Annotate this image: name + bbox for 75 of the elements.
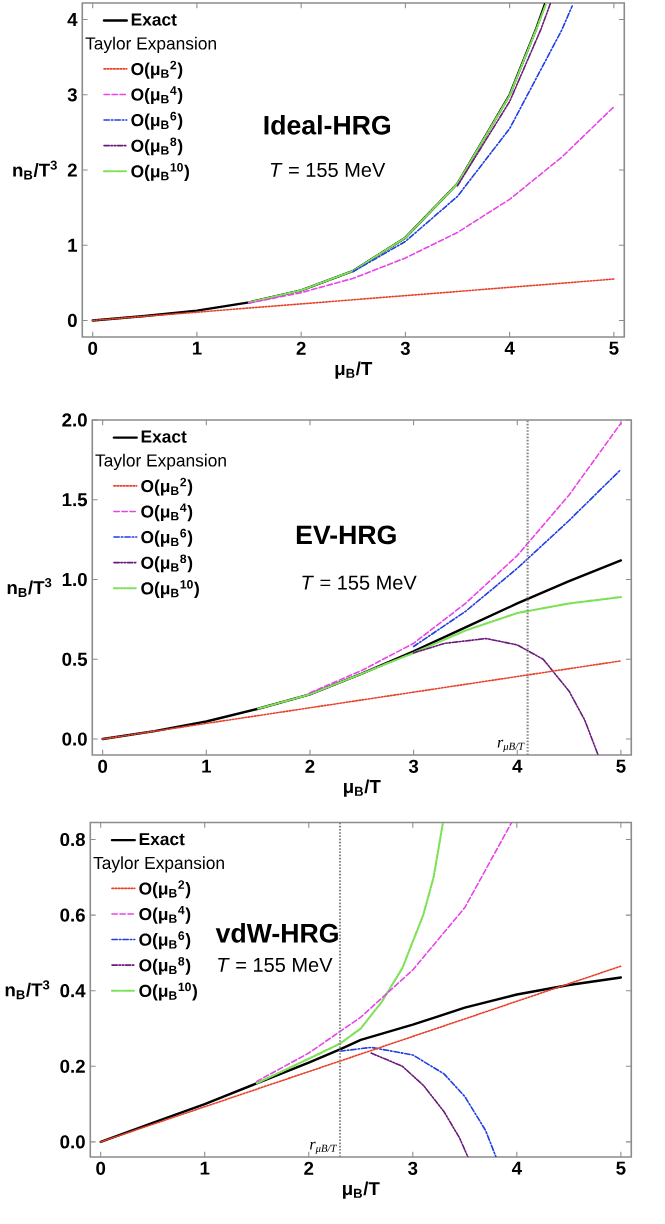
legend-label: O(μ$_{B}$$^{2}$) (139, 880, 191, 899)
line-series (412, 637, 599, 755)
ref-line-label: r$_{μB/T}$ (497, 739, 525, 753)
annotation: vdW-HRG (215, 923, 338, 943)
y-tick-label: 0.8 (60, 832, 85, 847)
x-tick-label: 3 (408, 759, 418, 773)
y-axis-title: n$_{B}$/T$^{3}$ (7, 578, 52, 597)
x-tick-label: 4 (511, 1161, 522, 1175)
legend-label: O(μ$_{B}$$^{6}$) (131, 111, 183, 130)
y-tick-label: 2 (67, 163, 77, 177)
x-tick-label: 0 (88, 341, 97, 355)
x-tick-label: 4 (512, 759, 523, 773)
line-series (256, 595, 622, 710)
legend-label: O(μ$_{B}$$^{8}$) (131, 137, 183, 156)
legend-label: O(μ$_{B}$$^{2}$) (141, 477, 193, 496)
y-tick-label: 2.0 (62, 413, 87, 427)
y-tick-label: 0.5 (62, 652, 87, 666)
y-tick-label: 0 (67, 313, 77, 328)
x-tick-label: 3 (407, 1161, 418, 1175)
annotation: T = 155 MeV (217, 958, 333, 972)
x-axis-title: μ$_{B}$/T (335, 361, 373, 379)
annotation: Ideal-HRG (264, 115, 390, 135)
legend-label: O(μ$_{B}$$^{10}$) (139, 982, 197, 1001)
x-tick-label: 2 (296, 341, 306, 355)
legend-label: O(μ$_{B}$$^{6}$) (139, 931, 191, 950)
line-series (339, 1046, 497, 1158)
y-tick-label: 0.2 (60, 1059, 85, 1073)
legend-label: O(μ$_{B}$$^{8}$) (139, 956, 191, 975)
legend-label: O(μ$_{B}$$^{10}$) (141, 580, 199, 598)
y-tick-label: 0.0 (60, 1135, 85, 1149)
annotation: T = 155 MeV (302, 575, 417, 590)
y-tick-label: 1.0 (62, 572, 87, 587)
y-tick-label: 4 (67, 13, 78, 26)
ref-line-label: r$_{μB/T}$ (309, 1141, 337, 1155)
line-series (247, 2, 548, 304)
legend-label: O(μ$_{B}$$^{8}$) (141, 554, 193, 573)
legend-label: O(μ$_{B}$$^{10}$) (131, 163, 189, 181)
legend-label: Exact (139, 833, 185, 846)
x-tick-label: 3 (400, 341, 410, 355)
line-series (248, 106, 615, 304)
y-axis-title: n$_{B}$/T$^{3}$ (13, 160, 57, 180)
legend-title: Taylor Expansion (95, 453, 226, 471)
y-tick-label: 1.5 (62, 493, 87, 507)
y-tick-label: 0.4 (60, 984, 86, 998)
legend-label: O(μ$_{B}$$^{4}$) (139, 905, 191, 924)
x-tick-label: 4 (504, 341, 515, 355)
legend-title: Taylor Expansion (85, 36, 216, 54)
x-tick-label: 5 (616, 759, 626, 773)
legend-label: O(μ$_{B}$$^{6}$) (141, 528, 193, 547)
y-tick-label: 1 (68, 238, 77, 252)
legend-label: O(μ$_{B}$$^{4}$) (141, 503, 193, 522)
x-tick-label: 0 (96, 1161, 105, 1175)
x-axis-title: μ$_{B}$/T (343, 779, 381, 797)
x-tick-label: 1 (192, 341, 202, 355)
x-tick-label: 0 (98, 759, 107, 773)
y-tick-label: 0.0 (62, 732, 87, 746)
x-tick-label: 5 (616, 1161, 626, 1175)
x-tick-label: 5 (609, 341, 619, 355)
x-tick-label: 1 (202, 759, 211, 773)
legend-label: Exact (131, 13, 177, 26)
legend-title: Taylor Expansion (93, 856, 224, 873)
legend-label: O(μ$_{B}$$^{2}$) (131, 60, 183, 79)
x-tick-label: 2 (305, 759, 315, 773)
line-series (370, 1052, 469, 1158)
line-series (456, 2, 551, 187)
legend-label: O(μ$_{B}$$^{4}$) (131, 86, 183, 105)
legend-label: Exact (141, 430, 187, 443)
x-tick-label: 1 (200, 1161, 210, 1175)
y-tick-label: 3 (67, 88, 77, 102)
x-axis-title: μ$_{B}$/T (342, 1181, 380, 1199)
x-tick-label: 2 (304, 1161, 314, 1175)
y-axis-title: n$_{B}$/T$^{3}$ (5, 980, 50, 1000)
annotation: T = 155 MeV (270, 163, 386, 177)
annotation: EV-HRG (296, 525, 396, 545)
y-tick-label: 0.6 (60, 908, 85, 922)
